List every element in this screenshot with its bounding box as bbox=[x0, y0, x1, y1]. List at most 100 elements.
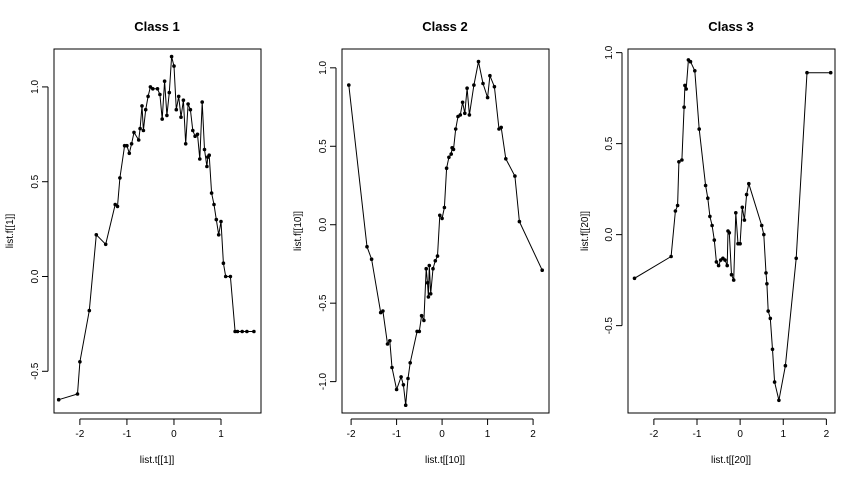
data-point bbox=[115, 204, 120, 209]
data-point bbox=[734, 211, 738, 215]
data-point bbox=[425, 281, 430, 285]
data-point bbox=[706, 196, 710, 200]
plot-frame bbox=[341, 48, 550, 414]
data-point bbox=[805, 70, 809, 75]
data-series bbox=[632, 58, 833, 403]
data-point bbox=[682, 105, 686, 109]
data-point bbox=[212, 202, 216, 207]
data-point bbox=[740, 205, 745, 210]
data-point bbox=[87, 308, 92, 313]
y-axis-label: list.f[[1]] bbox=[5, 214, 16, 249]
data-point bbox=[764, 271, 768, 275]
data-point bbox=[140, 104, 144, 108]
y-axis-ticks: -0.5 0.0 0.5 1.0 bbox=[30, 80, 49, 380]
data-point bbox=[188, 107, 193, 112]
data-point bbox=[169, 54, 174, 59]
data-point bbox=[245, 329, 249, 334]
y-tick-label: -0.5 bbox=[318, 294, 329, 312]
data-point bbox=[403, 403, 408, 408]
data-point bbox=[762, 232, 766, 237]
data-point bbox=[444, 166, 449, 170]
y-tick-label: -0.5 bbox=[30, 362, 41, 380]
data-point bbox=[465, 86, 469, 90]
data-point bbox=[143, 107, 148, 112]
chart-title: Class 1 bbox=[134, 19, 180, 34]
data-point bbox=[252, 329, 256, 334]
y-axis-label: list.f[[20]] bbox=[580, 211, 591, 251]
data-point bbox=[219, 219, 223, 224]
data-point bbox=[146, 94, 150, 99]
data-point bbox=[683, 83, 687, 88]
series-line bbox=[58, 56, 254, 401]
data-point bbox=[772, 380, 777, 384]
data-point bbox=[181, 98, 186, 102]
data-point bbox=[141, 128, 146, 133]
data-point bbox=[485, 95, 490, 100]
data-point bbox=[777, 398, 781, 403]
data-point bbox=[388, 339, 392, 343]
data-point bbox=[129, 142, 134, 146]
data-point bbox=[424, 266, 429, 271]
data-point bbox=[458, 113, 463, 117]
data-point bbox=[56, 397, 61, 402]
data-point bbox=[138, 126, 142, 131]
data-point bbox=[513, 174, 517, 178]
data-point bbox=[174, 107, 179, 112]
y-axis-label: list.f[[10]] bbox=[293, 211, 304, 251]
data-point bbox=[365, 244, 369, 249]
data-point bbox=[207, 153, 211, 157]
x-axis-label: list.t[[1]] bbox=[140, 455, 175, 466]
data-point bbox=[172, 64, 176, 68]
data-point bbox=[770, 347, 775, 352]
data-point bbox=[223, 274, 228, 279]
data-point bbox=[828, 70, 833, 75]
data-point bbox=[673, 209, 678, 213]
data-point bbox=[381, 309, 385, 313]
data-point bbox=[442, 205, 447, 210]
x-axis-ticks: -2 -1 0 1 2 bbox=[347, 418, 536, 440]
data-point bbox=[669, 254, 673, 259]
data-point bbox=[103, 242, 108, 247]
x-tick-label: 2 bbox=[530, 429, 536, 440]
data-point bbox=[783, 363, 788, 368]
data-point bbox=[148, 85, 153, 89]
data-point bbox=[78, 360, 82, 364]
x-tick-label: 1 bbox=[218, 429, 224, 440]
data-point bbox=[794, 256, 798, 261]
data-point bbox=[712, 238, 717, 242]
data-series bbox=[56, 54, 256, 402]
data-point bbox=[744, 192, 749, 197]
data-point bbox=[727, 231, 732, 235]
data-point bbox=[202, 147, 207, 152]
data-point bbox=[193, 134, 197, 138]
data-point bbox=[540, 268, 544, 273]
data-point bbox=[488, 73, 492, 78]
data-point bbox=[708, 214, 712, 219]
data-point bbox=[693, 69, 697, 73]
y-tick-label: -0.5 bbox=[604, 317, 615, 335]
data-point bbox=[680, 158, 684, 162]
data-point bbox=[499, 125, 504, 130]
data-point bbox=[408, 361, 413, 365]
data-point bbox=[759, 223, 764, 228]
data-point bbox=[710, 223, 714, 228]
data-point bbox=[216, 233, 221, 237]
data-point bbox=[235, 329, 240, 334]
data-point bbox=[472, 83, 476, 87]
data-point bbox=[766, 309, 770, 313]
data-point bbox=[118, 176, 122, 180]
x-tick-label: 1 bbox=[780, 429, 786, 440]
data-point bbox=[467, 113, 472, 117]
data-point bbox=[151, 87, 155, 91]
data-point bbox=[167, 90, 172, 95]
data-point bbox=[125, 143, 129, 148]
data-point bbox=[768, 316, 773, 321]
x-tick-label: -1 bbox=[392, 429, 401, 440]
y-tick-label: 0.5 bbox=[318, 139, 329, 153]
data-point bbox=[460, 100, 465, 105]
data-point bbox=[214, 217, 219, 222]
data-point bbox=[176, 94, 181, 99]
data-point bbox=[136, 138, 141, 142]
data-point bbox=[684, 87, 688, 91]
